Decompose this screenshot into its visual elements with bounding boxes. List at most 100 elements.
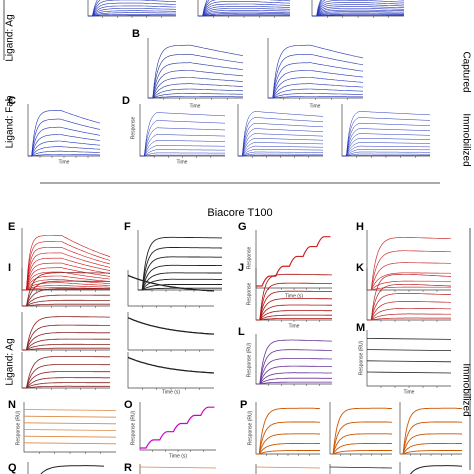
sensorgram-curve: [342, 153, 430, 157]
sensorgram-curve: [268, 62, 364, 99]
panel-letter: Q: [8, 462, 17, 474]
flat-curve: [23, 442, 117, 445]
sensorgram-curve: [140, 140, 225, 157]
sensorgram-curve: [28, 150, 100, 157]
sensorgram-curve: [22, 364, 110, 389]
sensorgram-curve: [238, 122, 324, 157]
sensorgram-curve: [400, 407, 463, 455]
panel-axes: [329, 402, 392, 455]
panel-letter: K: [356, 262, 364, 274]
panel-axes: [255, 402, 320, 455]
sensorgram-curve: [367, 292, 451, 321]
sensorgram-curve: [312, 11, 404, 17]
sensorgram-curve: [22, 371, 110, 389]
sensorgram-curve: [367, 317, 451, 321]
flat-curve: [23, 435, 117, 438]
side-label: Ligand: Ag: [5, 14, 16, 61]
flat-curve: [255, 466, 321, 469]
panel-axes: [139, 104, 225, 157]
sensorgram-curve: [330, 433, 392, 455]
sensorgram-curve: [268, 54, 364, 99]
sensorgram-curve: [256, 358, 332, 385]
sensorgram-curve: [138, 256, 222, 291]
axis-label: Time (s): [162, 389, 180, 395]
sensorgram-curve: [198, 14, 291, 17]
sensorgram-curve: [22, 303, 110, 307]
axis-label: Response: [246, 283, 252, 306]
sensorgram-curve: [22, 287, 111, 291]
decay-curve: [127, 317, 215, 335]
sensorgram-curve: [256, 421, 321, 455]
sensorgram-curve: [148, 92, 244, 99]
sensorgram-curve: [22, 262, 111, 291]
sensorgram-curve: [140, 154, 225, 157]
decay-curve: [127, 356, 215, 374]
sensorgram-curve: [256, 365, 332, 385]
sensorgram-curve: [342, 145, 430, 157]
stair-curve: [140, 406, 215, 449]
sensorgram-curve: [22, 299, 110, 307]
sensorgram-curve: [330, 407, 393, 455]
sensorgram-curve: [28, 118, 101, 157]
sensorgram-curve: [28, 110, 101, 157]
sensorgram-curve: [22, 241, 111, 291]
axis-label: Time: [177, 159, 188, 165]
panel-letter: M: [356, 322, 365, 334]
panel-axes: [137, 230, 222, 291]
panel-letter: P: [240, 399, 247, 411]
sensorgram-curve: [140, 134, 226, 157]
sensorgram-curve: [342, 111, 430, 157]
sensorgram-curve: [22, 294, 110, 307]
sensorgram-curve: [22, 267, 111, 291]
sensorgram-curve: [148, 70, 244, 99]
flat-curve: [23, 429, 117, 431]
panel-axes: [255, 464, 257, 474]
sensorgram-curve: [28, 126, 101, 157]
sensorgram-curve: [312, 6, 404, 17]
sensorgram-curve: [28, 140, 101, 157]
sensorgram-curve: [268, 44, 364, 99]
side-label: Ligand: Fab: [5, 95, 16, 148]
axis-label: Time: [404, 389, 415, 395]
sensorgram-curve: [367, 286, 451, 291]
sensorgram-curve: [22, 279, 111, 291]
sensorgram-curve: [22, 347, 110, 351]
sensorgram-curve: [256, 314, 332, 321]
sensorgram-curve: [330, 421, 393, 455]
sensorgram-curve: [140, 127, 226, 157]
sensorgram-curve: [22, 280, 110, 307]
sensorgram-curve: [148, 54, 244, 99]
sensorgram-curve: [342, 117, 430, 157]
panel-letter: J: [238, 262, 244, 274]
sensorgram-curve: [312, 4, 405, 17]
sensorgram-curve: [22, 285, 110, 291]
sensorgram-curve: [256, 372, 332, 385]
sensorgram-curve: [198, 6, 290, 17]
sensorgram-curve: [22, 282, 110, 291]
sensorgram-curve: [28, 146, 100, 157]
sensorgram-curve: [148, 88, 244, 99]
sensorgram-curve: [342, 149, 430, 157]
sensorgram-curve: [198, 10, 290, 17]
axis-label: Time: [190, 103, 201, 109]
sensorgram-curve: [198, 13, 290, 17]
sensorgram-curve: [22, 288, 110, 291]
sensorgram-curve: [238, 155, 323, 157]
side-label: Ligand: Ag: [5, 338, 16, 385]
sensorgram-curve: [140, 145, 225, 157]
sensorgram-curve: [367, 273, 452, 321]
panel-axes: [127, 312, 214, 351]
flat-curve: [23, 422, 117, 425]
sensorgram-curve: [22, 332, 110, 351]
sensorgram-curve: [148, 44, 244, 99]
sensorgram-curve: [140, 120, 226, 157]
sensorgram-curve: [268, 92, 364, 99]
sensorgram-curve: [367, 250, 452, 291]
sensorgram-curve: [256, 442, 320, 455]
sensorgram-curve: [198, 0, 290, 17]
sensorgram-curve: [22, 355, 110, 389]
sensorgram-curve: [256, 339, 332, 385]
axis-label: Time: [289, 323, 300, 329]
sensorgram-curve: [148, 83, 244, 99]
sensorgram-curve: [40, 465, 104, 474]
